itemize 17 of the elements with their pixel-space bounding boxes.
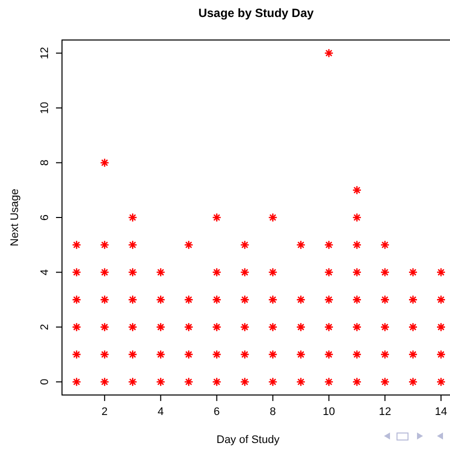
y-tick-label: 6 xyxy=(39,214,51,221)
x-tick-label: 6 xyxy=(214,406,220,418)
y-tick-label: 8 xyxy=(39,160,51,166)
x-tick-label: 2 xyxy=(102,406,108,418)
x-tick-label: 4 xyxy=(158,406,164,418)
y-tick-label: 2 xyxy=(39,324,51,330)
x-axis-title: Day of Study xyxy=(216,434,280,446)
x-tick-label: 12 xyxy=(378,406,392,418)
y-tick-label: 4 xyxy=(39,269,51,276)
x-tick-label: 8 xyxy=(270,406,276,418)
x-tick-label: 14 xyxy=(434,406,448,418)
chart-title: Usage by Study Day xyxy=(198,6,314,20)
y-tick-label: 12 xyxy=(39,47,51,60)
y-tick-label: 0 xyxy=(39,378,51,385)
x-tick-label: 10 xyxy=(322,406,336,418)
y-axis-title: Next Usage xyxy=(9,188,21,246)
y-tick-label: 10 xyxy=(39,102,51,114)
